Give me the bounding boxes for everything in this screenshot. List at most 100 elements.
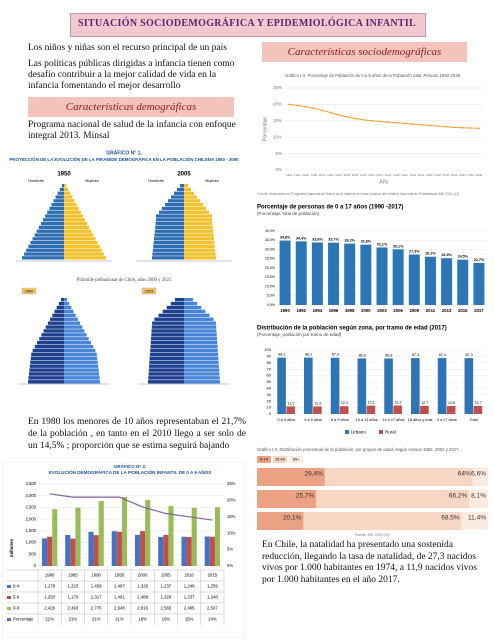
value-label: 22,7% (474, 258, 485, 262)
bar-segment (461, 512, 488, 530)
table-header: 1980 (45, 573, 55, 578)
section-title: Características demográficas (28, 97, 234, 117)
table-cell: 1,323 (67, 584, 78, 589)
x-tick-label: 2030 (443, 173, 450, 177)
x-tick-label: 2016 (385, 173, 392, 177)
table-cell: 1,459 (91, 584, 102, 589)
value-label: 34,8% (280, 236, 291, 240)
bar (88, 531, 94, 566)
table-cell: 1,237 (184, 595, 195, 600)
y-tick-label: 10 (267, 405, 272, 410)
legend-swatch (7, 585, 11, 588)
value-label: 86,9 (358, 353, 365, 357)
bar (163, 534, 169, 566)
pyramid-bar (184, 248, 216, 252)
x-tick-label: 1994 (313, 308, 323, 313)
x-tick-label: 2000 (361, 308, 371, 313)
bar (295, 241, 307, 305)
pyramid-bar (64, 206, 79, 211)
pyramid-bar (184, 206, 206, 211)
pyramid-bar (59, 187, 64, 192)
value-label: 13,2 (394, 401, 401, 405)
table-cell: 1,461 (114, 595, 125, 600)
pyramid-bar (184, 341, 218, 345)
pyramid-bar (184, 244, 215, 249)
pyramid-bar (26, 248, 64, 252)
y-tick-label: 0 (269, 411, 272, 416)
x-tick-label: 2006 (393, 308, 403, 313)
pyramid-bar (152, 252, 184, 256)
value-label: 87,4 (439, 353, 446, 357)
pyramid-bar (64, 184, 67, 188)
pyramid-bar (30, 360, 64, 364)
pyramid-bar (32, 237, 64, 241)
pyramid-bar (64, 210, 81, 214)
pyramid-bar (149, 364, 184, 368)
table-cell: 18% (138, 617, 147, 622)
y-tick-label: 20 (267, 398, 272, 403)
bar-segment (303, 512, 462, 530)
value-label: 27,3% (409, 249, 420, 253)
pyramid-year: 2025 (145, 289, 155, 294)
bar (70, 538, 76, 566)
table-header: 2000 (138, 573, 148, 578)
y-tick-label: 15% (273, 118, 282, 123)
x-tick-label: 2003 (377, 308, 387, 313)
pyramid-bar (64, 376, 100, 380)
x-tick-label: 1992 (286, 173, 293, 177)
chart-title: Distribución de la población según zona,… (257, 326, 447, 332)
bar (140, 531, 146, 566)
pyramid-bar (149, 352, 184, 357)
pyramid-bar (153, 244, 184, 249)
bar (304, 357, 313, 414)
pyramid-bar (64, 222, 88, 226)
bar (311, 242, 323, 305)
legend-label: Hombres (28, 179, 44, 183)
bar (313, 406, 322, 414)
pyramid-bar (184, 321, 216, 325)
x-tick-label: 2006 (344, 173, 351, 177)
table-cell: 1,248 (207, 595, 218, 600)
x-tick-label: 1994 (294, 173, 301, 177)
value-label: 11,9 (287, 401, 294, 405)
pyramid-bar (184, 222, 213, 226)
value-label: 30,1% (393, 244, 404, 248)
pyramid-bar (47, 210, 64, 214)
pyramid-bar (64, 352, 97, 357)
pyramid-bar (184, 298, 194, 302)
pyramid-year: 1950 (57, 172, 71, 178)
bar (158, 537, 164, 566)
y-tick-label: 50 (267, 379, 272, 384)
pyramid-bar (28, 376, 65, 380)
pyramid-bar (184, 344, 218, 349)
y2-tick-label: 5% (227, 547, 233, 552)
pyramid-bar (64, 203, 77, 207)
bar (214, 507, 221, 566)
pyramid-bar (41, 333, 64, 337)
x-tick-label: 2012 (368, 173, 375, 177)
x-tick-label: 2038 (476, 173, 483, 177)
pyramid-bar (64, 237, 96, 241)
y-tick-label: 70 (267, 366, 272, 371)
bar (437, 358, 447, 414)
pyramid-bar (64, 325, 83, 329)
chart-title: Porcentaje de personas de 0 a 17 años (1… (257, 205, 403, 211)
pyramid-bar (64, 218, 85, 222)
table-cell: 1,328 (137, 584, 148, 589)
pyramid-bar (174, 191, 184, 195)
pyramid-bar (148, 380, 184, 384)
table-header: 2005 (161, 573, 171, 578)
legend-label: Hombres (148, 179, 164, 183)
bar-segment (324, 468, 473, 486)
pyramid-bar (152, 321, 184, 325)
pyramid-bar (184, 313, 210, 318)
pyramid-bar (154, 229, 184, 233)
pyramid-bar (64, 337, 89, 341)
table-header: 2015 (208, 573, 218, 578)
bar (75, 507, 81, 566)
x-tick-label: 0 a 17 años (437, 418, 457, 422)
source: Fuente: INE, 2018 (10) (355, 533, 390, 537)
pyramid-bar (30, 241, 64, 245)
pyramid-bar (184, 360, 219, 364)
bar (204, 536, 210, 566)
